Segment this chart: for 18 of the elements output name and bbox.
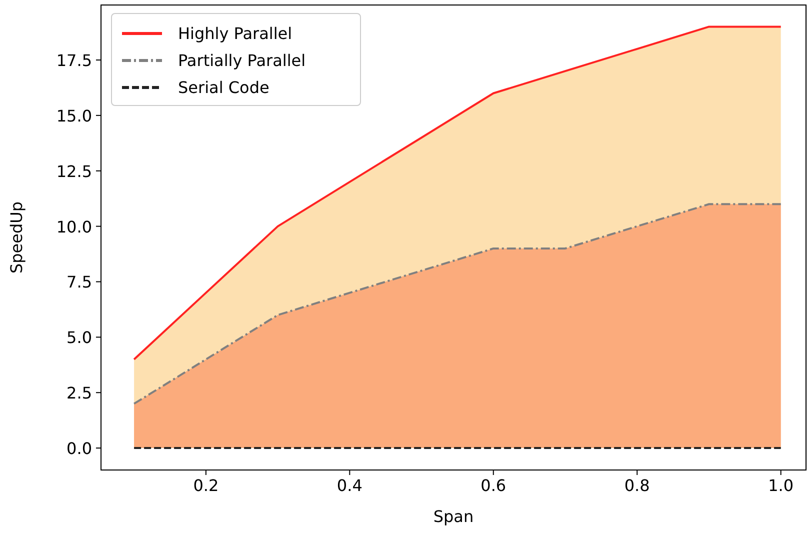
legend-label: Partially Parallel — [178, 51, 306, 70]
legend-label: Highly Parallel — [178, 24, 292, 43]
x-tick-label: 0.6 — [480, 476, 506, 495]
x-tick-label: 0.8 — [624, 476, 650, 495]
y-tick-label: 12.5 — [56, 162, 92, 181]
legend-label: Serial Code — [178, 78, 270, 97]
y-tick-label: 5.0 — [66, 328, 92, 348]
y-axis-title: SpeedUp — [7, 201, 26, 274]
y-tick-label: 17.5 — [56, 50, 92, 70]
y-tick-label: 0.0 — [66, 439, 92, 458]
x-tick-label: 1.0 — [768, 476, 794, 495]
y-tick-label: 15.0 — [56, 106, 92, 126]
y-tick-label: 10.0 — [56, 217, 92, 236]
x-tick-label: 0.2 — [193, 476, 219, 495]
x-tick-label: 0.4 — [336, 476, 362, 495]
y-tick-label: 7.5 — [66, 272, 92, 292]
y-tick-label: 2.5 — [66, 384, 92, 403]
x-axis-title: Span — [433, 507, 474, 526]
